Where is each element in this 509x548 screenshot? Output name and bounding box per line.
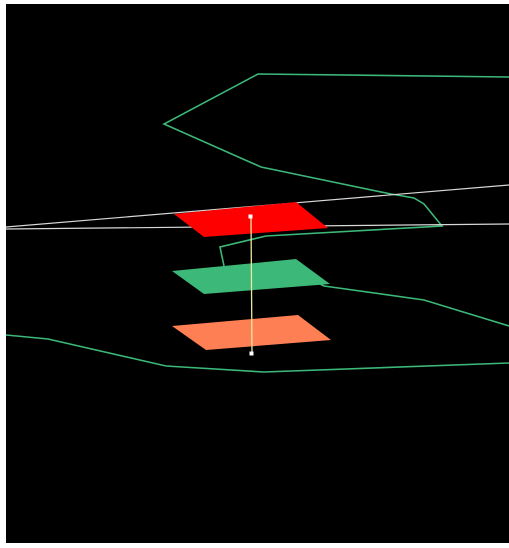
lower-boundary-line (6, 334, 509, 373)
top-point-marker[interactable] (248, 214, 253, 219)
upper-boundary-line (162, 73, 509, 267)
vertical-connector-line (250, 216, 253, 355)
3d-viewport[interactable] (6, 4, 509, 543)
scene-canvas[interactable] (6, 4, 509, 543)
bottom-point-marker[interactable] (249, 351, 254, 356)
middle-boundary-line (315, 281, 509, 327)
